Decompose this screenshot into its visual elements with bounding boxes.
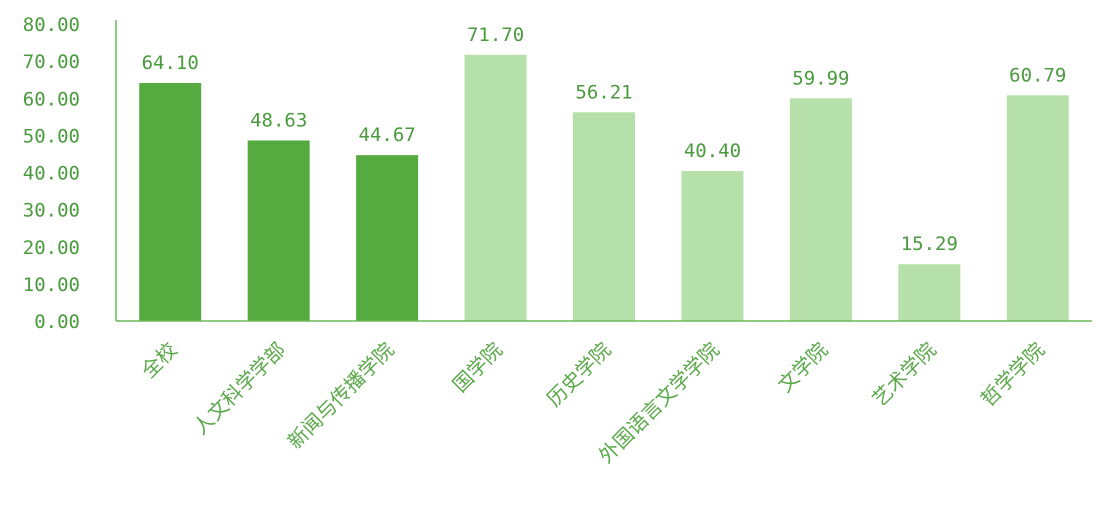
data-label: 64.10 bbox=[142, 52, 199, 74]
data-label: 60.79 bbox=[1009, 64, 1066, 86]
y-tick-label: 70.00 bbox=[23, 51, 80, 73]
y-tick-label: 60.00 bbox=[23, 88, 80, 110]
bar bbox=[247, 140, 310, 321]
x-tick-label: 全校 bbox=[137, 338, 182, 383]
y-tick-label: 80.00 bbox=[23, 14, 80, 36]
bar bbox=[681, 171, 744, 321]
bar bbox=[356, 155, 419, 321]
y-tick-label: 40.00 bbox=[23, 163, 80, 185]
x-tick-label: 新闻与传播学院 bbox=[283, 338, 399, 454]
data-label: 44.67 bbox=[359, 124, 416, 146]
bar bbox=[898, 264, 961, 321]
y-tick-label: 30.00 bbox=[23, 200, 80, 222]
bar bbox=[573, 112, 635, 321]
x-tick-label: 外国语言文学学院 bbox=[594, 338, 724, 468]
data-label: 15.29 bbox=[901, 233, 958, 255]
data-label: 71.70 bbox=[467, 24, 524, 46]
x-tick-label: 哲学学院 bbox=[976, 338, 1050, 412]
data-label: 56.21 bbox=[575, 81, 632, 103]
x-tick-label: 国学院 bbox=[448, 338, 507, 397]
y-tick-label: 20.00 bbox=[23, 237, 80, 259]
bar bbox=[139, 83, 202, 321]
x-tick-label: 历史学院 bbox=[542, 338, 616, 412]
data-label: 40.40 bbox=[684, 140, 741, 162]
y-tick-label: 10.00 bbox=[23, 274, 80, 296]
data-label: 48.63 bbox=[250, 109, 307, 131]
y-tick-label: 0.00 bbox=[34, 311, 80, 333]
data-label: 59.99 bbox=[792, 67, 849, 89]
y-tick-label: 50.00 bbox=[23, 125, 80, 147]
x-tick-label: 人文科学学部 bbox=[188, 338, 290, 440]
x-tick-label: 文学院 bbox=[773, 338, 832, 397]
bar bbox=[1006, 95, 1069, 321]
bar bbox=[464, 54, 527, 321]
x-tick-label: 艺术学院 bbox=[867, 338, 941, 412]
bar bbox=[789, 98, 852, 321]
